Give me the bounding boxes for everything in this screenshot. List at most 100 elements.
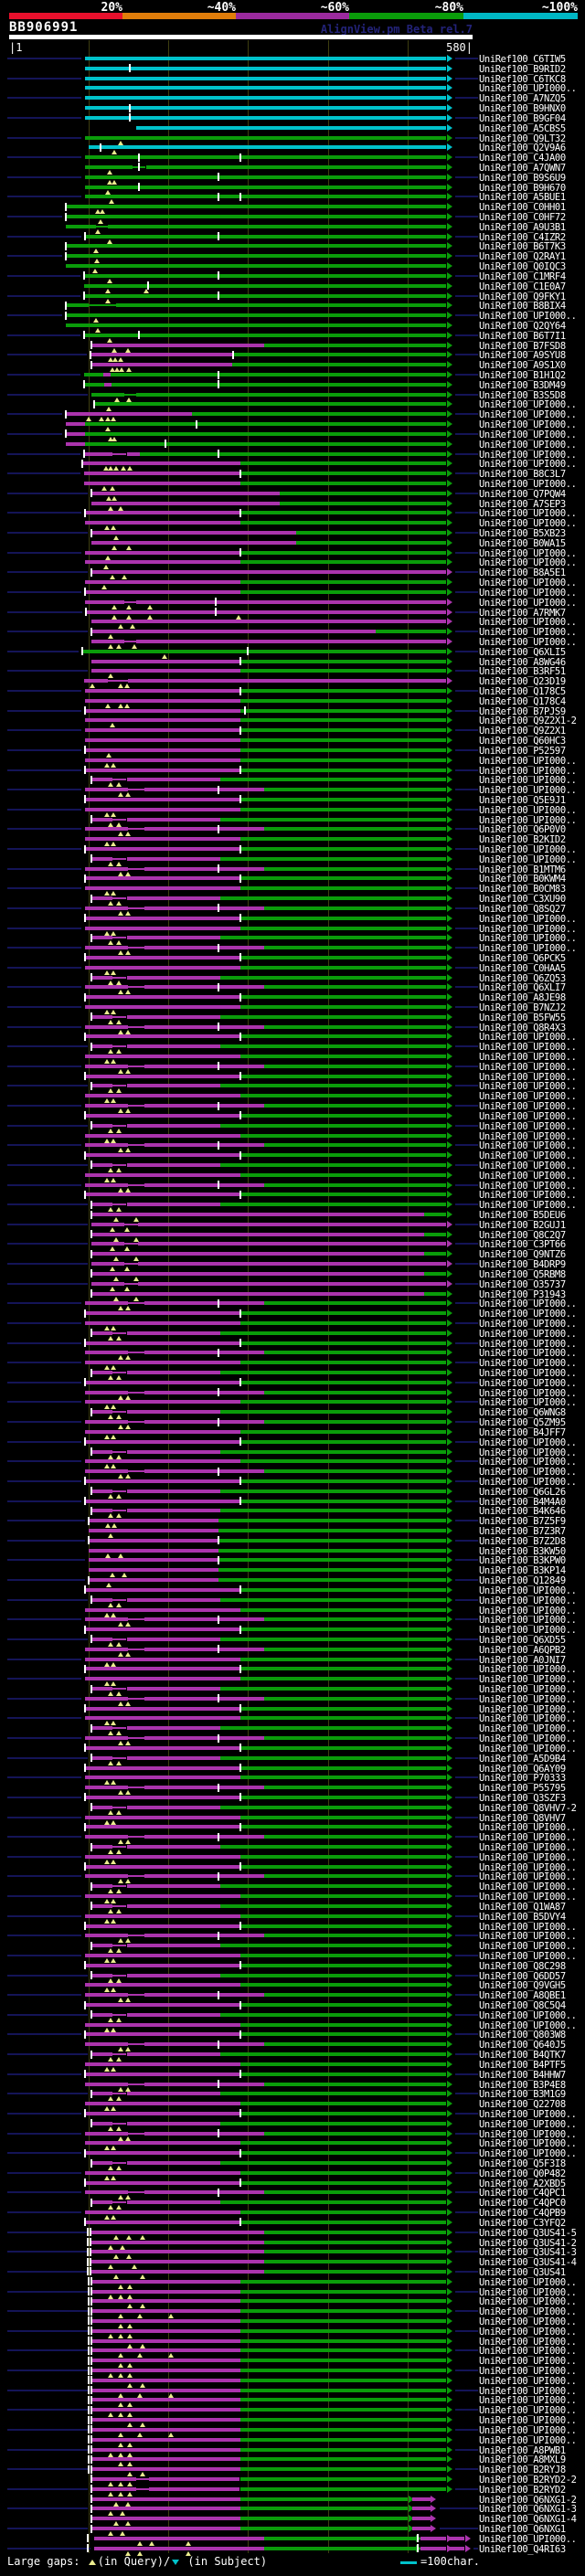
hit-label[interactable]: UniRef100_UPI000.. [479,2148,577,2160]
hit-label[interactable]: UniRef100_B7Z2D8 [479,1535,566,1547]
hit-label[interactable]: UniRef100_UPI000.. [479,1684,577,1695]
hit-label[interactable]: UniRef100_UPI000.. [479,587,577,599]
hit-label[interactable]: UniRef100_UPI000.. [479,1170,577,1182]
hit-label[interactable]: UniRef100_UPI000.. [479,83,577,95]
hit-label[interactable]: UniRef100_UPI000.. [479,1713,577,1725]
hit-label[interactable]: UniRef100_UPI000.. [479,1674,577,1686]
hit-label[interactable]: UniRef100_UPI000.. [479,547,577,559]
hit-label[interactable]: UniRef100_UPI000.. [479,2009,577,2021]
hit-label[interactable]: UniRef100_B4HHW7 [479,2069,566,2081]
hit-label[interactable]: UniRef100_Q6PCK5 [479,952,566,964]
hit-label[interactable]: UniRef100_Q8SQ27 [479,903,566,915]
hit-label[interactable]: UniRef100_UPI000.. [479,1625,577,1637]
hit-label[interactable]: UniRef100_A8QBE1 [479,1990,566,2002]
hit-label[interactable]: UniRef100_UPI000.. [479,508,577,520]
hit-label[interactable]: UniRef100_UPI000.. [479,459,577,471]
hit-label[interactable]: UniRef100_A8JE98 [479,992,566,1004]
hit-label[interactable]: UniRef100_UPI000.. [479,439,577,451]
hit-label[interactable]: UniRef100_Q3US41-5 [479,2227,577,2239]
hit-label[interactable]: UniRef100_UPI000.. [479,449,577,461]
hit-label[interactable]: UniRef100_UPI000.. [479,1931,577,1943]
hit-label[interactable]: UniRef100_UPI000.. [479,2533,577,2545]
hit-label[interactable]: UniRef100_UPI000.. [479,1358,577,1370]
hit-label[interactable]: UniRef100_UPI000.. [479,2385,577,2397]
hit-label[interactable]: UniRef100_UPI000.. [479,2424,577,2436]
hit-label[interactable]: UniRef100_B5FW55 [479,1012,566,1023]
hit-label[interactable]: UniRef100_A5BUE1 [479,192,566,204]
hit-label[interactable]: UniRef100_B3KPW0 [479,1555,566,1567]
hit-label[interactable]: UniRef100_Q6XLI5 [479,646,566,658]
hit-label[interactable]: UniRef100_UPI000.. [479,1180,577,1192]
hit-label[interactable]: UniRef100_A7SEP3 [479,498,566,510]
hit-label[interactable]: UniRef100_UPI000.. [479,2375,577,2387]
hit-label[interactable]: UniRef100_Q2RAY1 [479,251,566,263]
hit-label[interactable]: UniRef100_B7NZJ2 [479,1002,566,1013]
hit-label[interactable]: UniRef100_Q8VHV7 [479,1812,566,1824]
hit-label[interactable]: UniRef100_Q4RI63 [479,2543,566,2555]
hit-label[interactable]: UniRef100_Q8C2Q7 [479,1229,566,1241]
hit-label[interactable]: UniRef100_B2KID2 [479,834,566,846]
hit-label[interactable]: UniRef100_Q5ZM95 [479,1417,566,1429]
hit-label[interactable]: UniRef100_Q6XLI7 [479,982,566,994]
hit-label[interactable]: UniRef100_A7NZQ5 [479,93,566,105]
hit-label[interactable]: UniRef100_Q178C5 [479,686,566,697]
hit-label[interactable]: UniRef100_B3S5D8 [479,389,566,401]
hit-label[interactable]: UniRef100_B3DM49 [479,379,566,391]
hit-label[interactable]: UniRef100_UPI000.. [479,1703,577,1715]
hit-label[interactable]: UniRef100_Q60HC3 [479,736,566,747]
hit-label[interactable]: UniRef100_A2XBD5 [479,2178,566,2189]
hit-label[interactable]: UniRef100_UPI000.. [479,1892,577,1903]
hit-label[interactable]: UniRef100_UPI000.. [479,1743,577,1754]
hit-label[interactable]: UniRef100_A9SYU8 [479,350,566,362]
hit-label[interactable]: UniRef100_P31943 [479,1288,566,1300]
hit-label[interactable]: UniRef100_UPI000.. [479,1042,577,1054]
hit-label[interactable]: UniRef100_UPI000.. [479,2306,577,2318]
hit-label[interactable]: UniRef100_B0WA15 [479,537,566,549]
hit-label[interactable]: UniRef100_UPI000.. [479,2118,577,2130]
hit-label[interactable]: UniRef100_B7Z5F9 [479,1516,566,1528]
hit-label[interactable]: UniRef100_Q6NXG1-2 [479,2494,577,2506]
hit-label[interactable]: UniRef100_A8MXL9 [479,2454,566,2466]
hit-label[interactable]: UniRef100_Q8R4X3 [479,1022,566,1034]
hit-label[interactable]: UniRef100_UPI000.. [479,1861,577,1873]
hit-label[interactable]: UniRef100_UPI000.. [479,2019,577,2031]
hit-label[interactable]: UniRef100_UPI000.. [479,785,577,797]
hit-label[interactable]: UniRef100_UPI000.. [479,1110,577,1122]
hit-label[interactable]: UniRef100_B3KP14 [479,1565,566,1577]
hit-label[interactable]: UniRef100_B3RF51 [479,666,566,678]
hit-label[interactable]: UniRef100_UPI000.. [479,2326,577,2337]
hit-label[interactable]: UniRef100_B4M4A0 [479,1496,566,1508]
hit-label[interactable]: UniRef100_Q6AY09 [479,1763,566,1775]
hit-label[interactable]: UniRef100_UPI000.. [479,933,577,945]
hit-label[interactable]: UniRef100_Q6NXG1-3 [479,2504,577,2516]
hit-label[interactable]: UniRef100_UPI000.. [479,844,577,855]
hit-label[interactable]: UniRef100_UPI000.. [479,1071,577,1083]
hit-label[interactable]: UniRef100_B0KWM4 [479,874,566,885]
hit-label[interactable]: UniRef100_Q9NTZ6 [479,1249,566,1261]
hit-label[interactable]: UniRef100_C6TKC8 [479,73,566,85]
hit-label[interactable]: UniRef100_UPI000.. [479,804,577,816]
hit-label[interactable]: UniRef100_Q3SZF3 [479,1792,566,1804]
hit-label[interactable]: UniRef100_UPI000.. [479,923,577,935]
hit-label[interactable]: UniRef100_UPI000.. [479,1822,577,1834]
hit-label[interactable]: UniRef100_Q8C298 [479,1960,566,1972]
hit-label[interactable]: UniRef100_B3P4E8 [479,2079,566,2091]
hit-label[interactable]: UniRef100_C0HF72 [479,212,566,223]
hit-label[interactable]: UniRef100_Q6DD57 [479,1970,566,1982]
hit-label[interactable]: UniRef100_A9U3B1 [479,221,566,233]
hit-label[interactable]: UniRef100_A9S1X0 [479,360,566,372]
hit-label[interactable]: UniRef100_UPI000.. [479,429,577,440]
hit-label[interactable]: UniRef100_Q2QY64 [479,320,566,332]
hit-label[interactable]: UniRef100_UPI000.. [479,518,577,530]
hit-label[interactable]: UniRef100_UPI000.. [479,1397,577,1409]
hit-label[interactable]: UniRef100_UPI000.. [479,765,577,777]
hit-label[interactable]: UniRef100_Q9VGH5 [479,1980,566,1992]
hit-label[interactable]: UniRef100_B8C3L7 [479,469,566,481]
hit-label[interactable]: UniRef100_Q6GL26 [479,1486,566,1498]
hit-label[interactable]: UniRef100_UPI000.. [479,1447,577,1458]
hit-label[interactable]: UniRef100_B2GUJ1 [479,1219,566,1231]
hit-label[interactable]: UniRef100_A7RMK7 [479,607,566,619]
hit-label[interactable]: UniRef100_UPI000.. [479,2286,577,2298]
hit-label[interactable]: UniRef100_C1E0A7 [479,281,566,292]
hit-label[interactable]: UniRef100_UPI000.. [479,597,577,609]
